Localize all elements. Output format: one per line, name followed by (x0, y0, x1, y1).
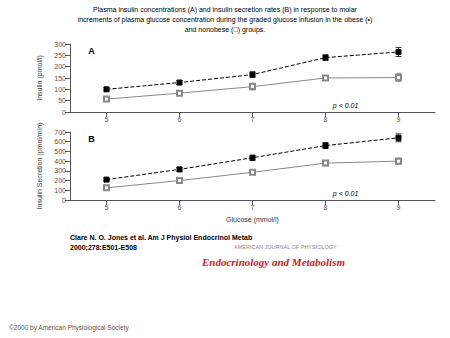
svg-text:Glucose (mmol/l): Glucose (mmol/l) (226, 216, 279, 224)
svg-text:200: 200 (54, 63, 66, 70)
svg-text:Insulin Secretion (pmol/min): Insulin Secretion (pmol/min) (36, 123, 44, 210)
svg-text:7: 7 (251, 116, 255, 123)
svg-text:0: 0 (62, 109, 66, 116)
svg-text:50: 50 (58, 97, 66, 104)
svg-text:2000;278:E501-E508: 2000;278:E501-E508 (70, 244, 137, 252)
svg-text:100: 100 (54, 86, 66, 93)
svg-text:0: 0 (62, 197, 66, 204)
svg-text:©2000 by American Physiologica: ©2000 by American Physiological Society (9, 324, 129, 332)
svg-text:100: 100 (54, 187, 66, 194)
svg-text:6: 6 (178, 116, 182, 123)
svg-text:Endocrinology and Metabolism: Endocrinology and Metabolism (201, 256, 345, 268)
svg-text:B: B (88, 134, 95, 144)
svg-text:A: A (88, 46, 95, 56)
svg-text:AMERICAN JOURNAL OF PHYSIOLOGY: AMERICAN JOURNAL OF PHYSIOLOGY (234, 244, 337, 250)
svg-text:increments of plasma glucose c: increments of plasma glucose concentrati… (78, 16, 373, 24)
svg-text:200: 200 (54, 177, 66, 184)
svg-text:and nonobese (□) groups.: and nonobese (□) groups. (185, 26, 266, 34)
svg-text:500: 500 (54, 148, 66, 155)
svg-text:Clare N. O. Jones et al. Am J: Clare N. O. Jones et al. Am J Physiol En… (70, 234, 252, 242)
svg-text:8: 8 (324, 204, 328, 211)
svg-text:9: 9 (397, 116, 401, 123)
svg-text:150: 150 (54, 75, 66, 82)
svg-text:5: 5 (105, 116, 109, 123)
svg-text:Plasma insulin concentrations: Plasma insulin concentrations (A) and in… (93, 6, 357, 14)
svg-text:600: 600 (54, 138, 66, 145)
svg-text:300: 300 (54, 167, 66, 174)
svg-text:9: 9 (397, 204, 401, 211)
svg-text:700: 700 (54, 129, 66, 136)
svg-text:250: 250 (54, 52, 66, 59)
svg-text:5: 5 (105, 204, 109, 211)
svg-text:p < 0.01: p < 0.01 (332, 190, 359, 198)
svg-text:Insulin (pmol/l): Insulin (pmol/l) (36, 55, 44, 101)
svg-text:400: 400 (54, 158, 66, 165)
svg-text:8: 8 (324, 116, 328, 123)
svg-text:7: 7 (251, 204, 255, 211)
svg-text:300: 300 (54, 41, 66, 48)
svg-text:6: 6 (178, 204, 182, 211)
svg-text:p < 0.01: p < 0.01 (332, 102, 359, 110)
